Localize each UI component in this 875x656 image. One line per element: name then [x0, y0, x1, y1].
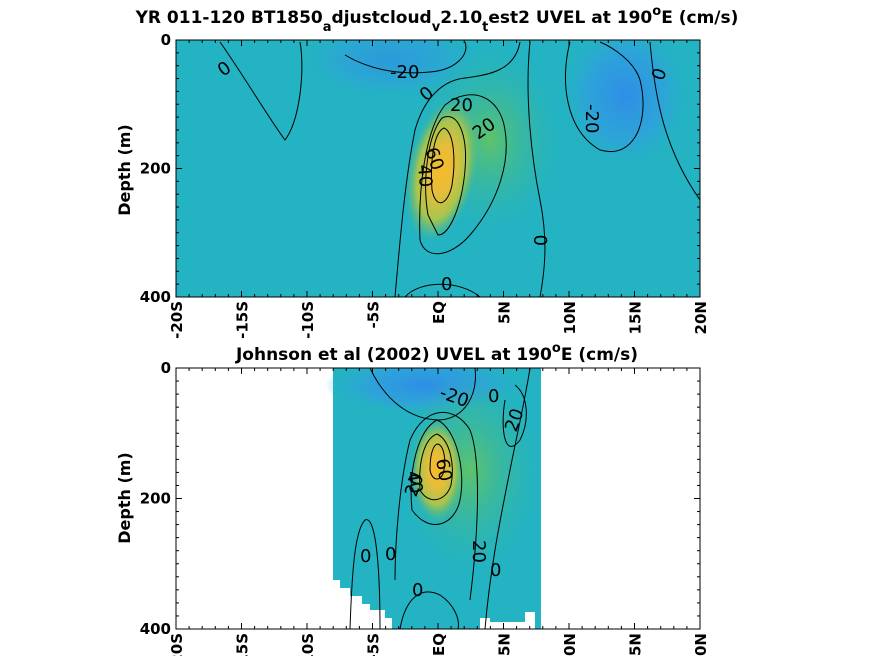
ticks-bottom [175, 367, 701, 630]
x-tick-label: -10S [299, 301, 317, 339]
contour-minus20 [369, 368, 476, 421]
contour-0-eq [394, 41, 521, 297]
contour-0-deep [399, 591, 459, 629]
x-tick-label: 20N [692, 301, 710, 334]
contour-minus20-east [565, 41, 644, 153]
contour-0-deep [404, 283, 481, 297]
contour-label: 20 [468, 540, 489, 563]
contour-40 [425, 116, 467, 236]
contour-label: 0 [488, 386, 499, 407]
y-tick-labels-bottom: 0 200 400 [140, 359, 171, 638]
y-tick-label: 200 [140, 160, 171, 178]
contour-label: 0 [360, 546, 371, 567]
heatmap-field-bottom: -20 20 20 40 60 0 0 0 0 20 0 [325, 368, 541, 629]
contour-label: 0 [385, 544, 396, 565]
no-data-mask-east [480, 612, 535, 629]
x-tick-label: 10N [561, 301, 579, 334]
contour-label: -20 [581, 104, 602, 133]
y-tick-label: 0 [161, 31, 171, 49]
y-axis-label-bottom: Depth (m) [115, 452, 134, 544]
contour-40 [419, 433, 453, 500]
contour-0-west [219, 41, 303, 141]
x-tick-label: 10N [561, 633, 579, 656]
westward-min-east [560, 40, 690, 170]
x-tick-label: EQ [430, 633, 448, 656]
x-tick-label: -5S [365, 633, 383, 656]
contour-label: 0 [441, 274, 452, 295]
contour-label: -20 [390, 62, 419, 83]
chart-title-bottom: Johnson et al (2002) UVEL at 190oE (cm/s… [235, 341, 638, 365]
x-tick-labels-top: -20S -15S -10S -5S EQ 5N 10N 15N 20N [168, 301, 710, 339]
x-tick-label: 5N [496, 301, 514, 324]
contour-0-far-east [649, 41, 700, 201]
y-tick-labels-top: 0 200 400 [140, 31, 171, 306]
heatmap-field-top: 0 -20 0 20 20 60 40 0 0 0 -20 [176, 40, 700, 297]
panel-top: YR 011-120 BT1850adjustcloudv2.10test2 U… [115, 4, 738, 339]
contour-20-east [502, 384, 527, 447]
y-tick-label: 0 [161, 359, 171, 377]
x-tick-label: -15S [234, 301, 252, 339]
x-tick-label: 20N [692, 633, 710, 656]
x-tick-labels-bottom: -20S -15S -10S -5S EQ 5N 10N 15N 20N [168, 633, 710, 656]
no-data-mask [333, 580, 392, 629]
contour-label: 40 [413, 164, 436, 189]
undercurrent-core-top [405, 99, 479, 241]
y-tick-label: 400 [140, 620, 171, 638]
x-tick-label: -20S [168, 301, 186, 339]
contour-60 [431, 127, 455, 203]
x-tick-label: -10S [299, 633, 317, 656]
contour-label: 0 [531, 235, 552, 246]
x-tick-label: 15N [627, 633, 645, 656]
x-tick-label: -5S [365, 301, 383, 328]
contour-0-west [349, 519, 381, 629]
contour-0-outer [394, 412, 478, 601]
contour-label: 0 [490, 560, 501, 581]
panel-bottom: Johnson et al (2002) UVEL at 190oE (cm/s… [115, 341, 710, 656]
x-tick-label: -15S [234, 633, 252, 656]
x-tick-label: -20S [168, 633, 186, 656]
contour-label: 60 [431, 457, 456, 483]
x-tick-label: 5N [496, 633, 514, 656]
y-axis-label-top: Depth (m) [115, 124, 134, 216]
contour-20 [419, 94, 507, 255]
y-tick-label: 400 [140, 288, 171, 306]
contour-60 [429, 443, 446, 480]
contour-minus20-center [344, 41, 467, 74]
x-tick-label: EQ [430, 301, 448, 324]
chart-title-top: YR 011-120 BT1850adjustcloudv2.10test2 U… [135, 4, 739, 35]
y-tick-label: 200 [140, 490, 171, 508]
contour-label: 0 [412, 580, 423, 601]
contour-label: 20 [450, 95, 473, 116]
contour-20 [410, 419, 463, 525]
contour-0-east [527, 41, 546, 297]
contour-label: 40 [402, 469, 427, 495]
ticks-top [175, 39, 701, 298]
x-tick-label: 15N [627, 301, 645, 334]
